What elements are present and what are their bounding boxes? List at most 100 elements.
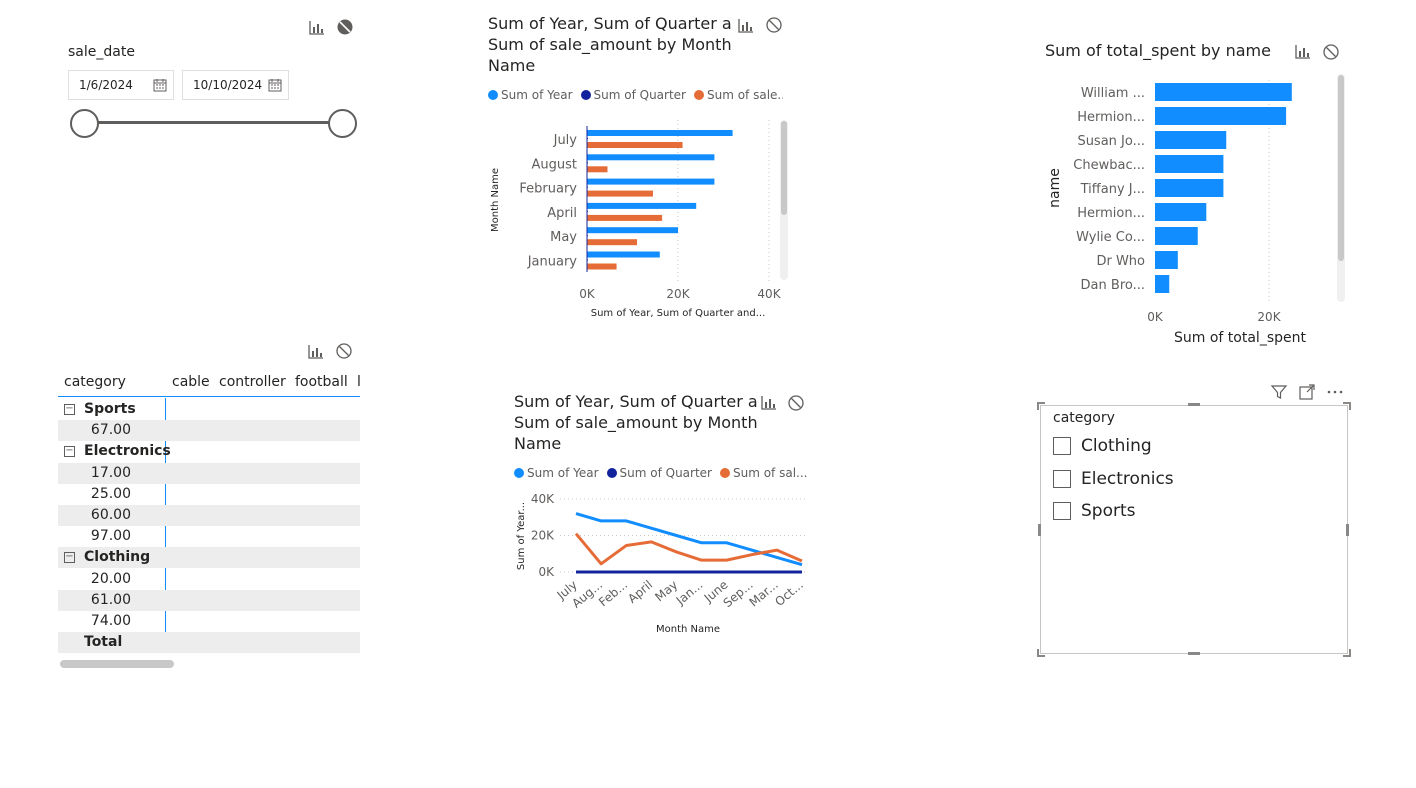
category-tick-label: July xyxy=(553,133,578,148)
category-tick-label: Hermion... xyxy=(1077,206,1145,221)
collapse-icon[interactable]: − xyxy=(64,403,75,415)
no-filter-icon[interactable] xyxy=(336,18,354,36)
legend-item[interactable]: Sum of sal... xyxy=(719,466,807,480)
checkbox[interactable] xyxy=(1053,437,1071,455)
matrix-value-row: 17.00 xyxy=(58,462,360,484)
resize-handle[interactable] xyxy=(1343,649,1351,657)
column-header[interactable]: l xyxy=(357,374,360,390)
calendar-icon[interactable] xyxy=(153,78,167,92)
slicer-item-electronics[interactable]: Electronics xyxy=(1053,469,1174,489)
drill-icon[interactable] xyxy=(1294,43,1312,61)
series-line xyxy=(574,532,803,566)
matrix-value-row: 61.00 xyxy=(58,589,360,611)
matrix-header-row: category cable controller football l xyxy=(58,369,360,397)
month-bar-plot: July August February April May January 0K 20K 40… xyxy=(490,120,788,319)
resize-handle[interactable] xyxy=(1188,652,1200,655)
bar xyxy=(587,166,608,173)
range-end-handle[interactable] xyxy=(328,109,357,138)
no-filter-icon[interactable] xyxy=(1322,43,1340,61)
no-filter-icon[interactable] xyxy=(765,16,783,34)
date-range-track[interactable] xyxy=(84,121,342,124)
bar xyxy=(587,239,638,246)
calendar-icon[interactable] xyxy=(268,78,282,92)
resize-handle[interactable] xyxy=(1037,649,1045,657)
x-tick-label: 20K xyxy=(666,287,690,301)
bar xyxy=(587,154,715,161)
drill-icon[interactable] xyxy=(760,394,778,412)
slicer-item-sports[interactable]: Sports xyxy=(1053,501,1136,521)
column-header[interactable]: football xyxy=(295,374,348,390)
slicer-item-label: Electronics xyxy=(1081,469,1174,489)
bar xyxy=(587,202,697,209)
drill-icon[interactable] xyxy=(737,17,755,35)
y-tick-label: 40K xyxy=(531,492,555,506)
slicer-item-clothing[interactable]: Clothing xyxy=(1053,436,1152,456)
chart-title: Sum of total_spent by name xyxy=(1045,41,1271,60)
collapse-icon[interactable]: − xyxy=(64,445,75,458)
collapse-icon[interactable]: − xyxy=(64,551,75,564)
slicer-item-label: Clothing xyxy=(1081,436,1152,456)
column-header[interactable]: category xyxy=(64,374,126,390)
drill-icon[interactable] xyxy=(308,19,326,37)
legend-item[interactable]: Sum of Quarter xyxy=(580,88,686,102)
matrix-cell-value: 61.00 xyxy=(90,591,131,608)
checkbox[interactable] xyxy=(1053,470,1071,488)
x-tick-label: 0K xyxy=(579,287,596,301)
resize-handle[interactable] xyxy=(1037,402,1045,410)
checkbox[interactable] xyxy=(1053,502,1071,520)
x-tick-label: 40K xyxy=(757,287,781,301)
resize-handle[interactable] xyxy=(1038,524,1041,536)
matrix-total-row: Total xyxy=(58,632,360,654)
matrix-cell-value: 20.00 xyxy=(90,570,131,587)
matrix-cell-value: 17.00 xyxy=(90,464,131,481)
no-filter-icon[interactable] xyxy=(335,342,353,360)
bar xyxy=(587,178,715,185)
column-header[interactable]: cable xyxy=(172,374,210,390)
y-tick-label: 20K xyxy=(531,529,555,543)
date-slicer-title: sale_date xyxy=(68,44,135,60)
resize-handle[interactable] xyxy=(1346,524,1349,536)
matrix-value-row: 97.00 xyxy=(58,526,360,547)
drill-icon[interactable] xyxy=(307,343,325,361)
range-start-handle[interactable] xyxy=(70,109,99,138)
start-date-input[interactable]: 1/6/2024 xyxy=(68,70,174,100)
no-filter-icon[interactable] xyxy=(787,394,805,412)
legend-item[interactable]: Sum of sale... xyxy=(693,88,783,102)
chart-legend: Sum of Year Sum of Quarter Sum of sal... xyxy=(514,466,809,480)
matrix-cell-value: 25.00 xyxy=(90,485,131,502)
x-axis-title: Sum of Year, Sum of Quarter and... xyxy=(591,308,766,319)
category-tick-label: Chewbac... xyxy=(1073,158,1145,173)
resize-handle[interactable] xyxy=(1343,402,1351,410)
more-options-icon[interactable] xyxy=(1326,383,1344,401)
category-tick-label: January xyxy=(527,255,578,270)
matrix-row-label[interactable]: Electronics xyxy=(84,443,171,460)
bar xyxy=(1155,275,1170,293)
focus-mode-icon[interactable] xyxy=(1298,383,1316,401)
matrix-row-label[interactable]: Clothing xyxy=(84,549,151,566)
horizontal-scrollbar[interactable] xyxy=(60,660,174,668)
bar xyxy=(587,214,663,221)
matrix-cell-value: 74.00 xyxy=(90,613,131,629)
y-axis-title: name xyxy=(1047,168,1063,208)
legend-item[interactable]: Sum of Quarter xyxy=(606,466,712,480)
x-axis-title: Month Name xyxy=(656,624,720,635)
x-tick-label: April xyxy=(625,578,655,606)
chart-legend: Sum of Year Sum of Quarter Sum of sale..… xyxy=(488,88,783,102)
matrix-value-row: 25.00 xyxy=(58,484,360,505)
legend-item[interactable]: Sum of Year xyxy=(488,88,573,102)
x-tick-label: 0K xyxy=(1147,310,1164,324)
x-tick-label: Sep... xyxy=(721,578,756,611)
matrix-row-label[interactable]: Sports xyxy=(84,401,136,417)
matrix-table: category cable controller football l − Sp… xyxy=(58,365,360,655)
filter-icon[interactable] xyxy=(1270,383,1288,401)
end-date-input[interactable]: 10/10/2024 xyxy=(182,70,289,100)
y-tick-label: 0K xyxy=(538,565,555,579)
legend-item[interactable]: Sum of Year xyxy=(514,466,599,480)
resize-handle[interactable] xyxy=(1188,403,1200,406)
month-line-plot: 0K20K40KJulyAug...Feb...AprilMayJan...Ju… xyxy=(516,492,808,635)
bar xyxy=(587,227,678,234)
column-header[interactable]: controller xyxy=(219,374,286,390)
y-axis-title: Sum of Year... xyxy=(516,502,527,570)
chart-title: Sum of Year, Sum of Quarter a Sum of sal… xyxy=(514,392,758,453)
matrix-value-row: 67.00 xyxy=(58,420,360,442)
